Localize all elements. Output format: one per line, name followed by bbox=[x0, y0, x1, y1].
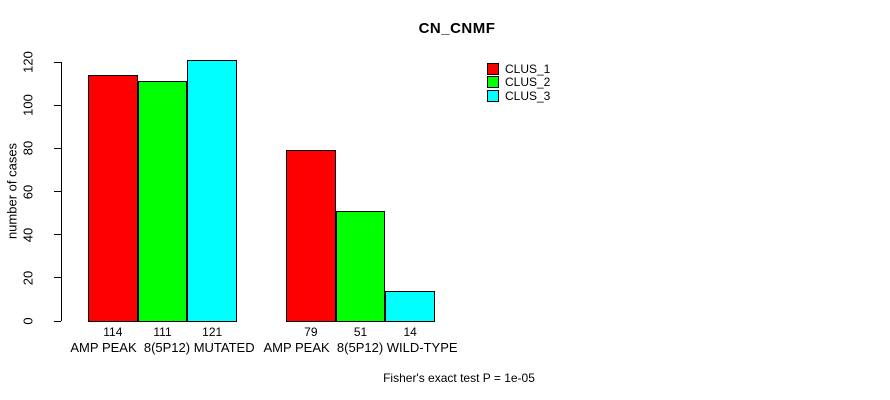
bar-clus_2-group1 bbox=[137, 81, 188, 322]
bar-value-label: 79 bbox=[304, 325, 318, 339]
y-axis-tick bbox=[54, 191, 61, 192]
bar-value-label: 114 bbox=[103, 325, 123, 339]
legend-item-label: CLUS_1 bbox=[505, 62, 551, 76]
legend-item-label: CLUS_3 bbox=[505, 88, 551, 103]
bar-clus_2-group2 bbox=[335, 210, 386, 322]
legend-item-label: CLUS_2 bbox=[505, 75, 551, 90]
bar-clus_1-group2 bbox=[286, 150, 336, 322]
legend-color-swatch-clus_3 bbox=[487, 89, 499, 102]
fisher-test-annotation: Fisher's exact test P = 1e-05 bbox=[383, 371, 535, 385]
y-axis-tick bbox=[54, 147, 61, 149]
y-axis-tick bbox=[54, 277, 61, 279]
y-axis-tick-label: 120 bbox=[20, 51, 36, 73]
y-axis-line bbox=[61, 62, 62, 321]
x-axis-group-label: AMP PEAK 8(5P12) MUTATED bbox=[70, 340, 255, 355]
x-axis-group-label: AMP PEAK 8(5P12) WILD-TYPE bbox=[263, 340, 458, 355]
y-axis-tick-label: 0 bbox=[20, 317, 36, 325]
y-axis-tick-label: 60 bbox=[20, 184, 36, 199]
legend-color-swatch-clus_2 bbox=[487, 76, 499, 89]
y-axis-tick-label: 100 bbox=[20, 94, 36, 117]
y-axis-title: number of cases bbox=[4, 142, 20, 240]
bar-clus_3-group1 bbox=[187, 59, 237, 322]
y-axis-tick-label: 40 bbox=[20, 227, 36, 242]
bar-value-label: 121 bbox=[202, 325, 223, 339]
legend-color-swatch-clus_1 bbox=[487, 63, 499, 75]
chart-title: CN_CNMF bbox=[418, 20, 496, 37]
bar-value-label: 14 bbox=[403, 325, 417, 339]
bar-clus_3-group2 bbox=[385, 290, 435, 322]
y-axis-tick-label: 80 bbox=[20, 141, 36, 156]
bar-value-label: 51 bbox=[353, 325, 368, 339]
y-axis-tick-label: 20 bbox=[20, 270, 36, 286]
bar-value-label: 111 bbox=[153, 325, 172, 339]
y-axis-tick bbox=[54, 104, 61, 106]
y-axis-tick bbox=[54, 61, 61, 63]
y-axis-tick bbox=[54, 320, 61, 322]
bar-clus_1-group1 bbox=[88, 74, 138, 322]
y-axis-tick bbox=[54, 234, 61, 236]
